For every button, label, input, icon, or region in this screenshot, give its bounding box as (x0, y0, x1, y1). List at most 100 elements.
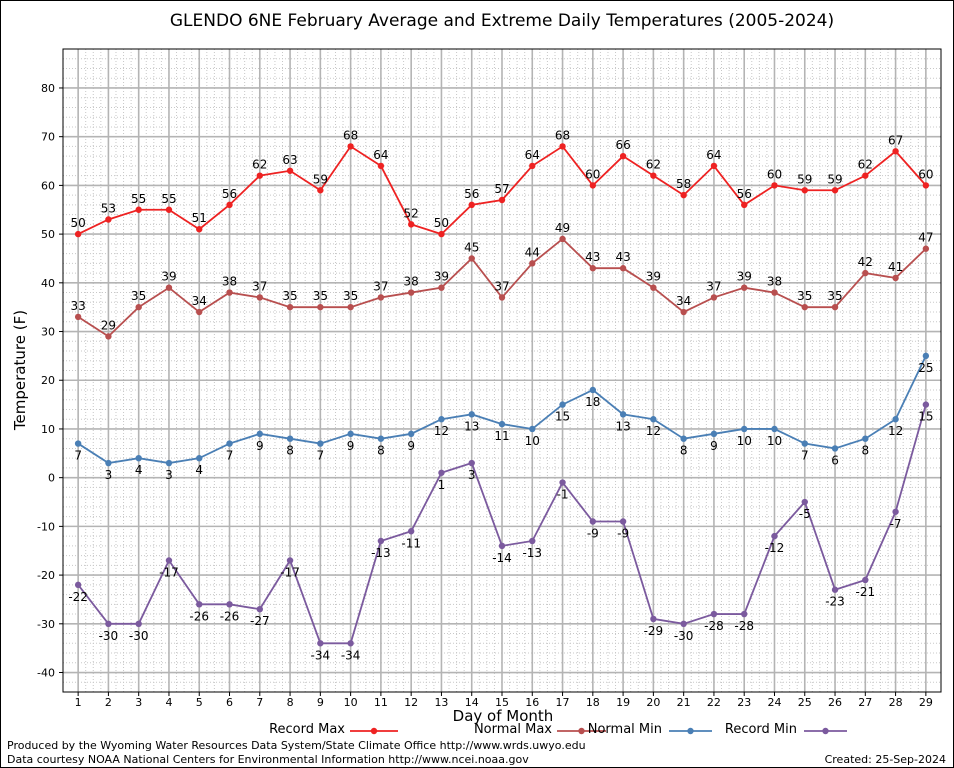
record-max-data-label: 63 (282, 153, 297, 167)
normal-min-point (105, 459, 112, 467)
normal-min-data-label: 15 (555, 410, 570, 424)
normal-max-point (468, 255, 475, 262)
record-max-data-label: 64 (706, 148, 721, 162)
legend-label-normal-min: Normal Min (588, 722, 662, 737)
normal-max-data-label: 37 (252, 279, 267, 293)
normal-min-data-label: 9 (407, 439, 415, 453)
record-max-point (438, 230, 445, 238)
normal-max-point (377, 294, 385, 301)
x-tick-label: 17 (556, 696, 570, 709)
normal-min-point (741, 425, 748, 433)
normal-max-point (650, 284, 657, 291)
normal-min-data-label: 9 (256, 439, 264, 453)
record-min-point (135, 620, 142, 628)
record-max-data-label: 64 (373, 148, 388, 162)
normal-max-point (892, 274, 899, 282)
x-axis-ticks: 1 2 3 4 5 6 7 8 9 10 11 12 13 14 15 16 17 18 19 20 21 22 23 24 2… (75, 692, 933, 709)
legend-item-record-min: Record Min (725, 722, 847, 737)
normal-max-data-label: 34 (676, 294, 691, 308)
normal-min-point (256, 430, 263, 438)
normal-max-point (135, 303, 142, 311)
normal-max-data-label: 39 (434, 270, 449, 284)
y-tick-label: 20 (41, 374, 55, 387)
legend-marker-normal-min (687, 727, 694, 735)
normal-max-point (710, 294, 718, 301)
record-min-point (771, 532, 778, 540)
normal-min-data-label: 18 (585, 395, 600, 409)
normal-min-point (619, 411, 627, 418)
record-max-data-label: 55 (161, 192, 176, 206)
record-max-data-label: 62 (646, 158, 661, 172)
record-min-data-label: -9 (617, 527, 629, 541)
normal-max-data-label: 34 (192, 294, 207, 308)
record-min-data-label: -34 (311, 648, 331, 662)
normal-max-point (831, 303, 839, 311)
record-max-point (831, 187, 839, 194)
record-max-data-label: 56 (737, 187, 752, 201)
normal-max-data-label: 43 (585, 250, 600, 264)
x-axis-label: Day of Month (453, 707, 554, 725)
normal-max-data-label: 33 (70, 299, 85, 313)
record-max-point (559, 143, 566, 150)
record-max-point (680, 191, 687, 199)
x-tick-label: 13 (434, 696, 448, 709)
y-tick-label: 80 (41, 82, 55, 95)
normal-min-data-label: 8 (377, 444, 385, 458)
record-max-data-label: 53 (101, 201, 116, 215)
record-min-point (286, 557, 294, 564)
legend-label-record-min: Record Min (725, 722, 797, 737)
record-max-data-label: 56 (464, 187, 479, 201)
normal-max-point (529, 260, 536, 267)
x-tick-label: 12 (404, 696, 418, 709)
normal-max-data-label: 49 (555, 221, 570, 235)
record-min-point (317, 640, 324, 647)
major-grid (63, 49, 941, 692)
series-record-max: 50 53 55 55 51 56 62 63 59 68 64 52 50 56 57 64 68 60 66 62… (70, 128, 934, 238)
normal-max-data-label: 38 (404, 275, 419, 289)
normal-min-data-label: 7 (801, 449, 809, 463)
record-min-point (589, 518, 597, 525)
normal-max-data-label: 35 (313, 289, 328, 303)
normal-max-point (196, 308, 203, 316)
record-min-point (710, 610, 718, 618)
record-max-point (741, 201, 748, 209)
normal-min-point (347, 430, 354, 438)
y-tick-label: 0 (48, 472, 55, 485)
normal-max-data-label: 39 (161, 270, 176, 284)
x-tick-label: 7 (256, 696, 263, 709)
normal-max-data-label: 39 (646, 270, 661, 284)
y-tick-label: 10 (41, 423, 55, 436)
normal-max-point (741, 284, 748, 291)
normal-min-point (196, 454, 203, 462)
legend-item-record-max: Record Max (269, 722, 398, 737)
normal-min-point (286, 435, 294, 442)
y-tick-label: 50 (41, 228, 55, 241)
normal-max-data-label: 35 (797, 289, 812, 303)
normal-min-point (710, 430, 718, 438)
record-max-point (196, 226, 203, 233)
normal-min-data-label: 25 (918, 361, 933, 375)
record-min-data-label: -17 (159, 565, 179, 579)
normal-min-data-label: 6 (831, 453, 839, 467)
normal-min-point (831, 445, 839, 452)
record-min-data-label: -21 (856, 585, 876, 599)
y-tick-label: -20 (37, 569, 55, 582)
normal-max-data-label: 41 (888, 260, 903, 274)
record-max-point (407, 221, 415, 228)
record-max-point (619, 152, 627, 160)
normal-min-data-label: 13 (615, 419, 630, 433)
y-tick-label: 70 (41, 131, 55, 144)
normal-max-data-label: 29 (101, 318, 116, 332)
series-normal-max: 33 29 35 39 34 38 37 35 35 35 37 38 39 45 37 44 49 43 43 39… (70, 221, 934, 340)
normal-min-point (771, 425, 778, 433)
record-max-point (589, 182, 597, 189)
x-tick-label: 21 (677, 696, 691, 709)
record-max-data-label: 56 (222, 187, 237, 201)
x-tick-label: 20 (646, 696, 660, 709)
normal-max-point (619, 265, 627, 272)
normal-min-data-label: 9 (710, 439, 718, 453)
x-tick-label: 18 (586, 696, 600, 709)
record-max-data-label: 68 (343, 128, 358, 142)
record-max-point (74, 230, 82, 238)
legend-marker-normal-max (578, 727, 585, 735)
